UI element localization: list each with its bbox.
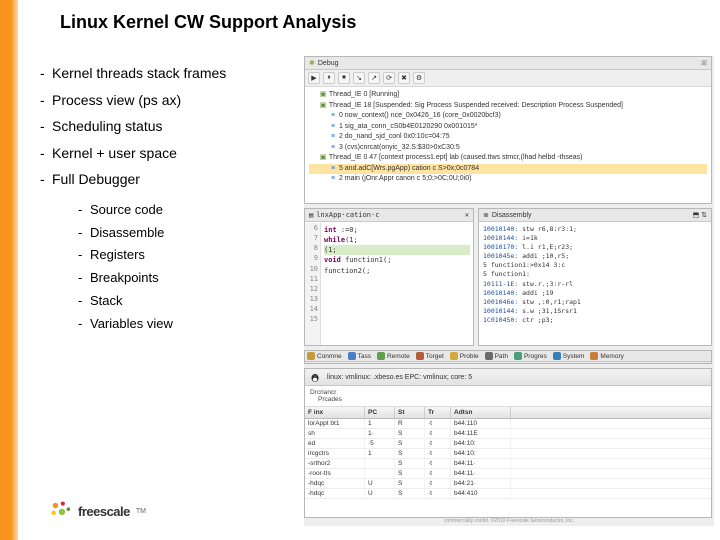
console-tab[interactable]: Torget <box>416 352 444 360</box>
disasm-row: 1001046e: stw ,:0,r1;rap1 <box>483 298 707 307</box>
toolbar-button[interactable]: ↘ <box>353 72 365 84</box>
ps-row[interactable]: -srthor2S·tb44:11· <box>305 459 711 469</box>
tree-row[interactable]: ≡ 2 do_nand_sjd_conl 0x0:10c=04:75 <box>309 132 707 143</box>
toolbar-button[interactable]: ⏹ <box>338 72 350 84</box>
disasm-row: 10010140: addi ;19 <box>483 289 707 298</box>
logo-tm: TM <box>136 508 146 515</box>
sub-bullets: Source code Disassemble Registers Breakp… <box>78 199 226 336</box>
tree-row[interactable]: ≡ 5 and.adC[Wrs.pgApp) cation c S>0x;0c0… <box>309 164 707 175</box>
accent-bar <box>0 0 18 540</box>
ps-row[interactable]: lorAppt bt11R·tb44:110 <box>305 419 711 429</box>
debug-pane: ✱Debug⊠ ▶⏸⏹↘↗⟳✖⚙ ▣ Thread_IE 0 [Running]… <box>304 56 712 204</box>
ps-col-header[interactable]: PC <box>365 407 395 418</box>
tux-icon <box>309 371 321 383</box>
disasm-row: 10010144: s.w ;31,1Srsr1 <box>483 307 707 316</box>
sub-bullet-item: Stack <box>78 290 226 313</box>
tree-row[interactable]: ≡ 1 sig_ata_conn_cS0b4E0120290 0x001015* <box>309 122 707 133</box>
disasm-row: 10010140: stw r6,8:r3:1; <box>483 225 707 234</box>
ps-col-header[interactable]: St <box>395 407 425 418</box>
ps-rows[interactable]: lorAppt bt11R·tb44:110sh1·S·tb44:11Eed·5… <box>305 419 711 499</box>
console-tab[interactable]: Tass <box>348 352 371 360</box>
debug-tab[interactable]: ✱Debug⊠ <box>305 57 711 70</box>
ps-col-header[interactable]: Adtsn <box>451 407 511 418</box>
sub-bullet-item: Breakpoints <box>78 267 226 290</box>
ps-row[interactable]: -hdqcUS·tb44:21· <box>305 479 711 489</box>
line-gutter: 6789101112131415 <box>305 223 321 345</box>
logo-icon <box>50 500 72 522</box>
source-body[interactable]: int :=0;while(1;(1;void function1(;funct… <box>321 223 473 345</box>
toolbar-button[interactable]: ⏸ <box>323 72 335 84</box>
process-view-pane: linux: vmlinux: .xbeso.es EPC: vmlinux; … <box>304 368 712 518</box>
page-title: Linux Kernel CW Support Analysis <box>60 12 356 33</box>
bullet-item: Scheduling status <box>40 113 226 140</box>
sub-bullet-item: Disassemble <box>78 222 226 245</box>
bullet-item: Process view (ps ax) <box>40 87 226 114</box>
thread-tree[interactable]: ▣ Thread_IE 0 [Running]▣ Thread_IE 18 [S… <box>305 87 711 188</box>
ps-col-header[interactable]: F inx <box>305 407 365 418</box>
ps-col-header[interactable]: Tr <box>425 407 451 418</box>
sub-bullet-item: Registers <box>78 244 226 267</box>
console-tab[interactable]: System <box>553 352 585 360</box>
tree-row[interactable]: ▣ Thread_IE 18 [Suspended: Sig Process S… <box>309 101 707 112</box>
tree-row[interactable]: ≡ 0 now_context() nce_0x0426_16 (core_0x… <box>309 111 707 122</box>
disasm-pane: ≣Disassembly⬒ ⇅ 10010140: stw r6,8:r3:1;… <box>478 208 712 346</box>
ps-row[interactable]: ed·5S·tb44:10: <box>305 439 711 449</box>
ps-row[interactable]: sh1·S·tb44:11E <box>305 429 711 439</box>
tree-row[interactable]: ≡ 3 (cvs)cnrcat(onyic_32.S:$30>0xC30:5 <box>309 143 707 154</box>
disasm-row: 10010170: l.i r1,E;r23; <box>483 243 707 252</box>
main-bullets: Kernel threads stack frames Process view… <box>40 60 226 335</box>
freescale-logo: freescale TM <box>50 500 146 522</box>
console-tabstrip: Conmne Tass Remote Torget Proble Path Progres S… <box>304 350 712 364</box>
ps-toolbar-text: linux: vmlinux: .xbeso.es EPC: vmlinux; … <box>327 374 472 381</box>
console-tab[interactable]: Progres <box>514 352 547 360</box>
disasm-row: 10111-1E: stw.r.;3:r-rl <box>483 280 707 289</box>
footer-note: commercially confid. ©2010 Freescale Sem… <box>444 518 574 524</box>
toolbar-button[interactable]: ⟳ <box>383 72 395 84</box>
ps-row[interactable]: ircgctrs1S·tb44:10: <box>305 449 711 459</box>
bullet-item: Kernel threads stack frames <box>40 60 226 87</box>
disasm-row: 5 function1: <box>483 270 707 279</box>
toolbar-button[interactable]: ↗ <box>368 72 380 84</box>
disasm-body[interactable]: 10010140: stw r6,8:r3:1;10010144: i=1k10… <box>479 222 711 328</box>
toolbar-button[interactable]: ✖ <box>398 72 410 84</box>
sub-bullet-item: Variables view <box>78 313 226 336</box>
sub-bullet-item: Source code <box>78 199 226 222</box>
bullet-item: Full Debugger Source code Disassemble Re… <box>40 166 226 335</box>
source-tab[interactable]: ▤lnxApp·cation·c✕ <box>305 209 473 222</box>
ps-info: Drcriancr Prcades <box>305 386 711 407</box>
console-tab[interactable]: Memory <box>590 352 623 360</box>
disasm-row: 1001045e: addi ;10,r5; <box>483 252 707 261</box>
debug-toolbar: ▶⏸⏹↘↗⟳✖⚙ <box>305 70 711 87</box>
toolbar-button[interactable]: ⚙ <box>413 72 425 84</box>
ps-header[interactable]: F inxPCStTrAdtsn <box>305 407 711 419</box>
ps-row[interactable]: -hdqcUS·tb44:410 <box>305 489 711 499</box>
console-tab[interactable]: Remote <box>377 352 410 360</box>
ide-region: ✱Debug⊠ ▶⏸⏹↘↗⟳✖⚙ ▣ Thread_IE 0 [Running]… <box>304 56 714 526</box>
disasm-row: 1C010450: ctr ;p3; <box>483 316 707 325</box>
source-pane: ▤lnxApp·cation·c✕ 6789101112131415 int :… <box>304 208 474 346</box>
ps-row[interactable]: -roor-tIsS·tb44:11· <box>305 469 711 479</box>
console-tab[interactable]: Path <box>485 352 508 360</box>
tree-row[interactable]: ▣ Thread_IE 0 47 [context process1.ept] … <box>309 153 707 164</box>
tree-row[interactable]: ≡ 2 main (jOnr.Appr canon c 5;0;>0C;0U;0… <box>309 174 707 185</box>
logo-text: freescale <box>78 504 130 519</box>
disasm-row: 5 function1:>0x14 3:c <box>483 261 707 270</box>
console-tab[interactable]: Conmne <box>307 352 342 360</box>
disasm-row: 10010144: i=1k <box>483 234 707 243</box>
tree-row[interactable]: ▣ Thread_IE 0 [Running] <box>309 90 707 101</box>
toolbar-button[interactable]: ▶ <box>308 72 320 84</box>
console-tab[interactable]: Proble <box>450 352 479 360</box>
disasm-tab[interactable]: ≣Disassembly⬒ ⇅ <box>479 209 711 222</box>
bullet-item: Kernel + user space <box>40 140 226 167</box>
ps-toolbar: linux: vmlinux: .xbeso.es EPC: vmlinux; … <box>305 369 711 386</box>
